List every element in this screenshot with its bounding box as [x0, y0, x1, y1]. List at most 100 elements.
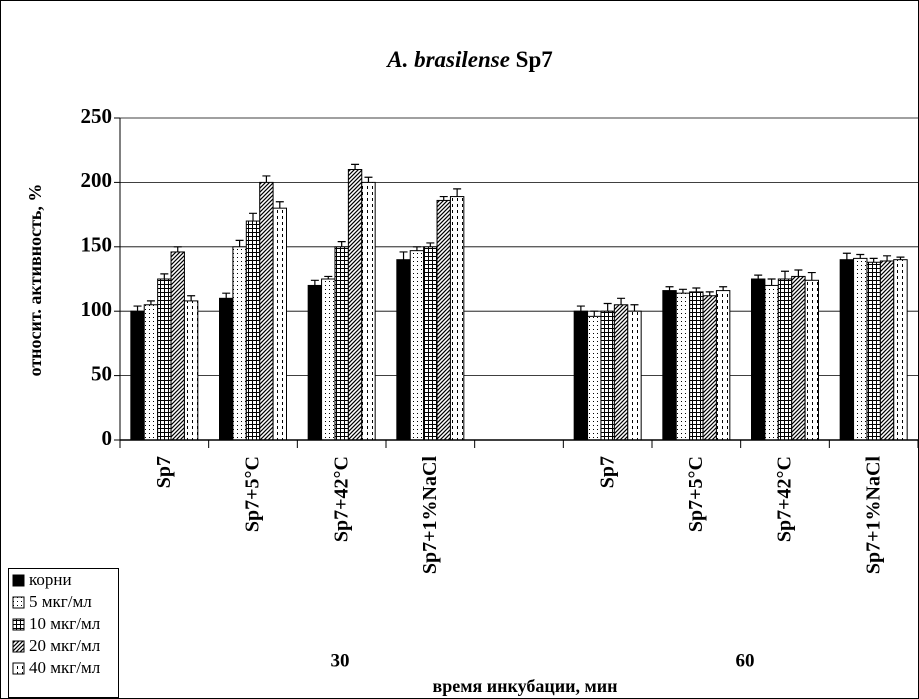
- bar: [409, 250, 425, 441]
- bar: [751, 278, 766, 441]
- bar: [791, 275, 806, 441]
- bar: [321, 278, 336, 441]
- error-bar: [249, 212, 257, 222]
- error-bar: [842, 252, 851, 260]
- bar: [587, 315, 602, 441]
- legend-swatch: [12, 618, 25, 631]
- error-bar: [807, 271, 816, 281]
- error-bar: [754, 274, 763, 279]
- error-bar: [187, 295, 196, 301]
- y-tick-label: 100: [81, 297, 113, 321]
- y-tick-label: 200: [81, 168, 113, 192]
- x-tick-label: Sp7+1%NaCl: [419, 456, 441, 575]
- error-bar: [896, 256, 905, 260]
- chart-title: A. brasilense Sp7: [385, 47, 553, 72]
- bar: [689, 291, 704, 441]
- error-bar: [337, 241, 346, 247]
- x-tick-label: Sp7+1%NaCl: [862, 456, 884, 575]
- error-bar: [364, 176, 373, 183]
- x-axis-label: время инкубации, мин: [433, 676, 618, 696]
- error-bar: [173, 246, 182, 252]
- bar: [170, 251, 185, 441]
- bar: [259, 181, 274, 441]
- legend-swatch: [12, 574, 25, 587]
- bar: [893, 259, 908, 441]
- bar: [715, 290, 731, 441]
- bar: [245, 220, 261, 441]
- legend-label: корни: [29, 570, 72, 589]
- y-tick-label: 0: [102, 426, 113, 450]
- error-bar: [160, 273, 169, 279]
- x-tick-label: Sp7+5°C: [685, 456, 707, 532]
- y-axis-label: относит. активность, %: [25, 184, 45, 377]
- bar: [219, 297, 234, 441]
- bar: [777, 278, 793, 441]
- bar: [347, 169, 363, 441]
- error-bar: [719, 286, 728, 291]
- bar: [423, 246, 438, 441]
- error-bar: [665, 286, 674, 291]
- bar: [662, 290, 677, 441]
- bar: [183, 300, 199, 441]
- error-bar: [603, 302, 612, 312]
- bar: [839, 259, 855, 441]
- bar: [334, 246, 349, 441]
- error-bar: [767, 278, 776, 286]
- group-label: 30: [331, 650, 350, 671]
- x-tick-label: Sp7: [596, 456, 618, 488]
- error-bar: [222, 292, 231, 299]
- error-bar: [794, 269, 803, 277]
- y-tick-label: 150: [81, 233, 113, 257]
- error-bar: [678, 288, 687, 294]
- error-bar: [275, 201, 284, 209]
- bar: [143, 304, 159, 441]
- error-bar: [351, 163, 360, 170]
- error-bar: [146, 300, 155, 305]
- error-bar: [235, 239, 244, 247]
- bar: [307, 284, 323, 441]
- bar: [573, 310, 589, 441]
- bar: [232, 246, 247, 441]
- error-bar: [630, 304, 639, 312]
- bar: [600, 310, 615, 441]
- bar: [436, 199, 451, 441]
- error-bar: [426, 242, 435, 247]
- bar: [130, 310, 145, 441]
- bar: [396, 259, 411, 441]
- legend-swatch: [12, 640, 25, 653]
- error-bar: [692, 287, 701, 292]
- error-bar: [453, 188, 462, 197]
- error-bar: [869, 257, 878, 263]
- error-bar: [883, 255, 892, 261]
- bar: [804, 279, 819, 441]
- x-tick-label: Sp7+42°C: [774, 456, 796, 542]
- group-label: 60: [736, 650, 755, 671]
- bar: [361, 181, 376, 441]
- error-bar: [705, 291, 714, 296]
- x-tick-label: Sp7+5°C: [242, 456, 264, 532]
- x-tick-label: Sp7+42°C: [330, 456, 352, 542]
- error-bar: [133, 305, 142, 312]
- error-bar: [617, 297, 626, 305]
- legend-label: 40 мкг/мл: [29, 658, 101, 677]
- error-bar: [576, 305, 585, 312]
- y-tick-label: 250: [81, 104, 113, 128]
- bar: [764, 284, 779, 441]
- legend-label: 5 мкг/мл: [29, 592, 92, 611]
- bar: [675, 292, 691, 441]
- bar: [449, 196, 465, 441]
- legend-label: 10 мкг/мл: [29, 614, 101, 633]
- bar: [879, 260, 895, 441]
- bar: [866, 261, 881, 441]
- legend-swatch: [12, 596, 25, 609]
- error-bar: [324, 275, 333, 279]
- legend-swatch: [12, 662, 25, 675]
- error-bar: [412, 246, 421, 251]
- x-tick-label: Sp7: [153, 456, 175, 488]
- bar: [157, 278, 172, 441]
- bar: [853, 257, 868, 441]
- error-bar: [262, 175, 271, 183]
- error-bar: [439, 195, 448, 201]
- error-bar: [856, 253, 865, 259]
